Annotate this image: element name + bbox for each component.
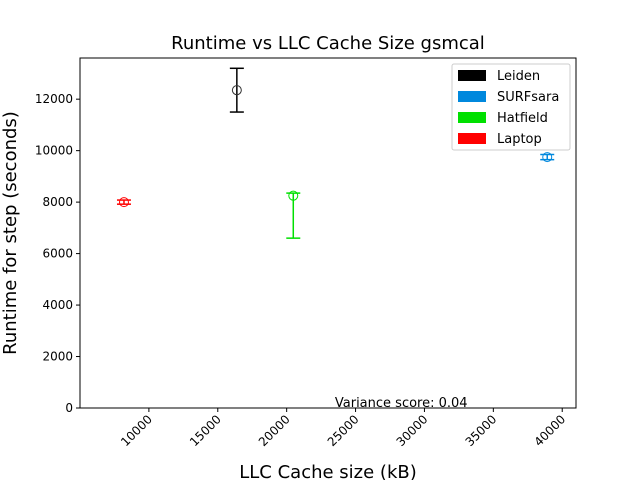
legend-swatch xyxy=(458,112,486,123)
legend-swatch xyxy=(458,91,486,102)
y-tick-label: 4000 xyxy=(42,298,73,312)
x-tick-label: 35000 xyxy=(463,412,500,449)
x-axis: 10000 15000 20000 25000 30000 35000 40000 xyxy=(118,408,568,449)
chart-title: Runtime vs LLC Cache Size gsmcal xyxy=(171,33,485,54)
y-tick-label: 6000 xyxy=(42,247,73,261)
legend-label: Laptop xyxy=(497,132,542,147)
legend-label: SURFsara xyxy=(497,90,559,105)
x-tick-label: 40000 xyxy=(531,412,568,449)
legend-frame xyxy=(451,63,571,151)
x-tick-label: 30000 xyxy=(394,412,431,449)
y-tick-label: 0 xyxy=(65,401,73,415)
data-point xyxy=(118,197,129,208)
legend-swatch xyxy=(458,70,486,81)
x-axis-label: LLC Cache size (kB) xyxy=(239,462,417,480)
x-tick-label: 25000 xyxy=(325,412,362,449)
variance-annotation: Variance score: 0.04 xyxy=(335,396,468,411)
x-tick-label: 10000 xyxy=(118,412,155,449)
legend: Leiden SURFsara Hatfield Laptop xyxy=(451,63,571,151)
legend-label: Hatfield xyxy=(497,111,548,126)
y-tick-label: 10000 xyxy=(35,144,73,158)
x-tick-label: 15000 xyxy=(187,412,224,449)
y-tick-label: 12000 xyxy=(35,92,73,106)
data-points xyxy=(116,67,555,239)
data-point xyxy=(231,85,242,96)
y-tick-label: 8000 xyxy=(42,195,73,209)
y-axis-label: Runtime for step (seconds) xyxy=(0,111,21,355)
y-axis: 0 2000 4000 6000 8000 10000 12000 xyxy=(35,92,80,415)
legend-swatch xyxy=(458,133,486,144)
data-point xyxy=(288,190,299,201)
legend-label: Leiden xyxy=(497,69,540,84)
y-tick-label: 2000 xyxy=(42,350,73,364)
x-tick-label: 20000 xyxy=(256,412,293,449)
data-point xyxy=(542,152,553,163)
